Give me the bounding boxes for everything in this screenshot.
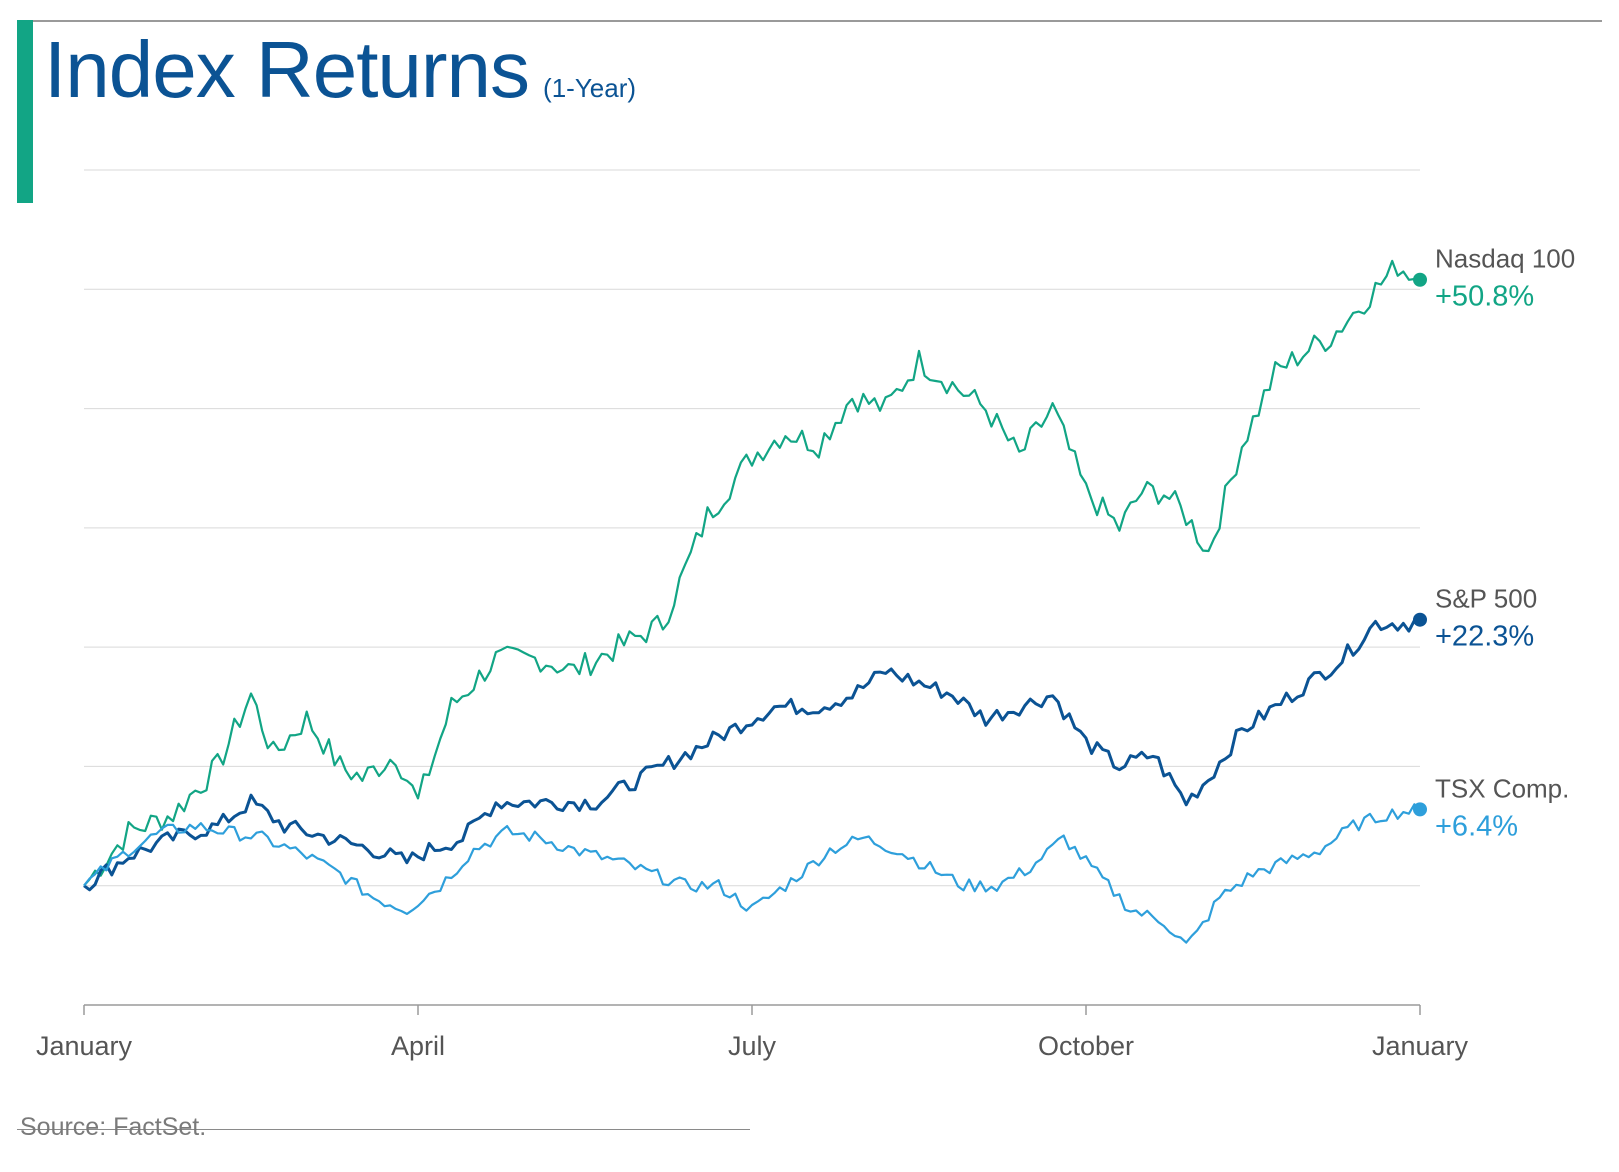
series-name-label: TSX Comp. [1435, 773, 1569, 803]
series-line-s-p-500 [83, 618, 1421, 892]
source-rule [17, 1129, 750, 1130]
series-line-nasdaq-100 [83, 259, 1421, 887]
chart-subtitle: (1-Year) [543, 73, 637, 103]
series-value-label: +50.8% [1435, 281, 1534, 313]
source-note: Source: FactSet. [20, 1113, 207, 1141]
top-rule [17, 20, 1602, 22]
series-end-dot [1413, 272, 1427, 287]
series-name-label: Nasdaq 100 [1435, 244, 1575, 274]
series-value-label: +22.3% [1435, 621, 1534, 653]
x-tick-label: January [1372, 1031, 1469, 1061]
series-value-label: +6.4% [1435, 810, 1518, 842]
series-name-label: S&P 500 [1435, 584, 1537, 614]
x-tick-label: April [391, 1031, 445, 1061]
x-tick-label: July [728, 1031, 777, 1061]
chart-title: Index Returns [44, 25, 530, 114]
x-tick-label: January [36, 1031, 133, 1061]
title-block: Index Returns (1-Year) [44, 24, 636, 116]
series-end-dot [1413, 802, 1427, 817]
series-line-tsx-comp- [83, 803, 1421, 944]
series-end-dot [1413, 612, 1427, 627]
x-tick-label: October [1038, 1031, 1134, 1061]
accent-bar [17, 20, 33, 203]
